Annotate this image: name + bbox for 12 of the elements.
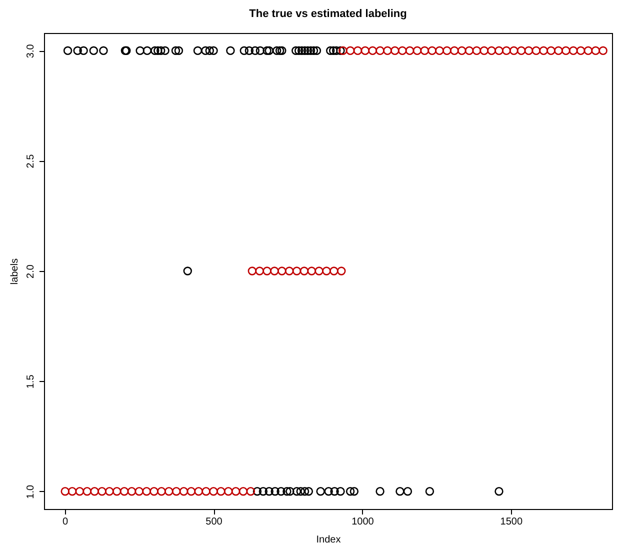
y-tick-label: 3.0 xyxy=(26,44,36,58)
y-tick-label: 2.5 xyxy=(26,154,36,168)
x-tick-label: 1500 xyxy=(500,516,523,528)
y-tick-label: 1.5 xyxy=(26,374,36,389)
chart-title: The true vs estimated labeling xyxy=(249,8,407,20)
x-tick-label: 500 xyxy=(206,516,223,528)
y-tick-label: 1.0 xyxy=(26,484,36,499)
x-tick-label: 1000 xyxy=(352,516,374,528)
y-tick-label: 2.0 xyxy=(26,264,36,278)
y-axis-title: labels xyxy=(10,258,20,285)
x-tick-label: 0 xyxy=(62,516,69,528)
x-axis-title: Index xyxy=(316,534,341,546)
